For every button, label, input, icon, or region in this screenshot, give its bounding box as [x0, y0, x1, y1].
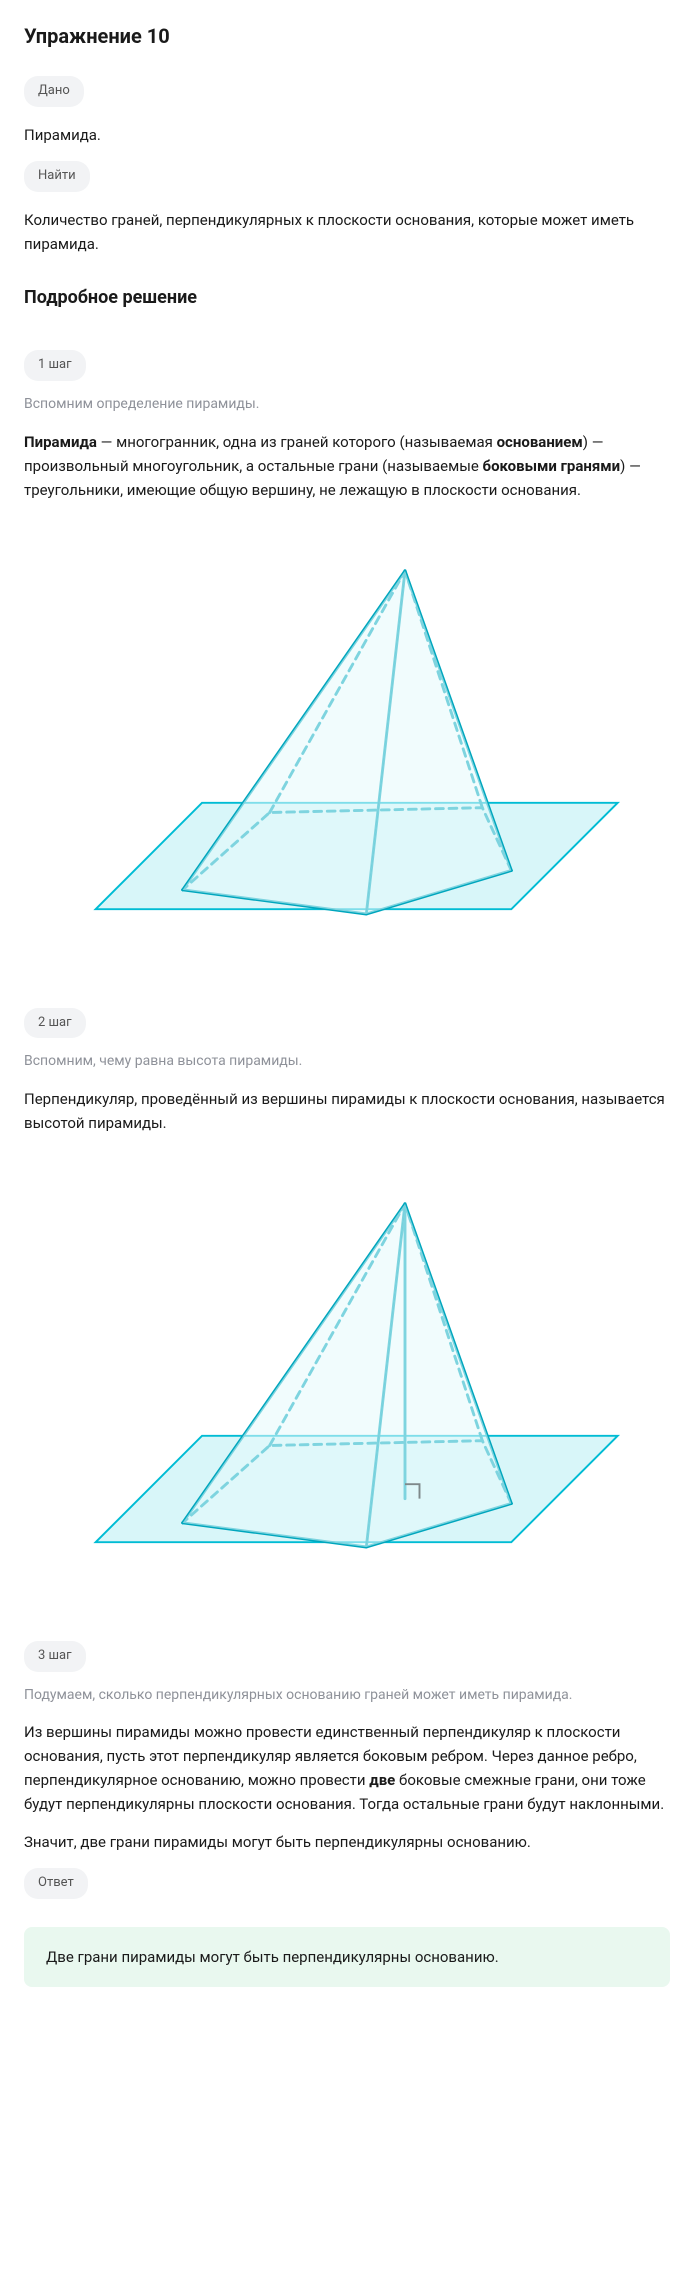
given-label: Дано [24, 76, 84, 107]
answer-label: Ответ [24, 1868, 88, 1899]
step-body: Из вершины пирамиды можно провести единс… [24, 1720, 670, 1816]
find-label: Найти [24, 161, 90, 192]
step-body: Пирамида — многогранник, одна из граней … [24, 430, 670, 502]
page-title: Упражнение 10 [24, 20, 670, 52]
step-label: 1 шаг [24, 350, 86, 381]
pyramid-diagram-2 [24, 1163, 670, 1583]
answer-text: Две грани пирамиды могут быть перпендику… [46, 1948, 499, 1966]
step-intro: Подумаем, сколько перпендикулярных основ… [24, 1684, 670, 1706]
step-conclusion: Значит, две грани пирамиды могут быть пе… [24, 1830, 670, 1854]
given-text: Пирамида. [24, 123, 670, 147]
find-text: Количество граней, перпендикулярных к пл… [24, 208, 670, 256]
step-label: 2 шаг [24, 1008, 86, 1039]
solution-title: Подробное решение [24, 284, 670, 313]
answer-box: Две грани пирамиды могут быть перпендику… [24, 1927, 670, 1987]
step-intro: Вспомним, чему равна высота пирамиды. [24, 1050, 670, 1072]
step-intro: Вспомним определение пирамиды. [24, 393, 670, 415]
step-label: 3 шаг [24, 1641, 86, 1672]
step-body: Перпендикуляр, проведённый из вершины пи… [24, 1087, 670, 1135]
pyramid-diagram-1 [24, 530, 670, 950]
